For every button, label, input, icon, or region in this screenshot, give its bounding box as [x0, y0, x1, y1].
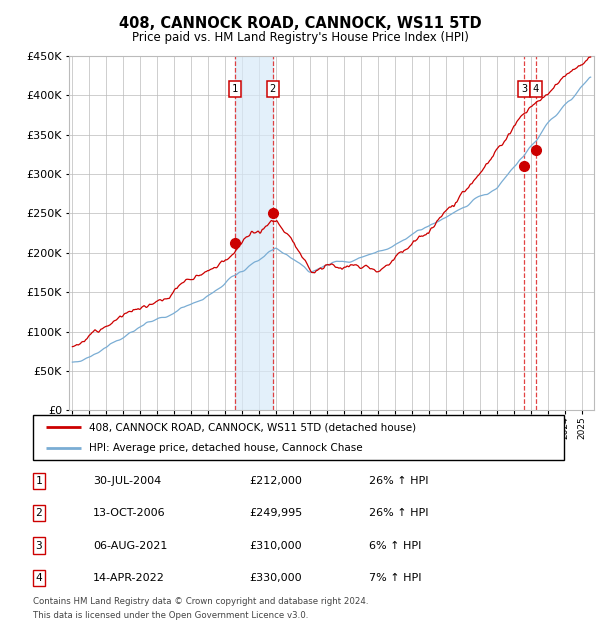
Text: £330,000: £330,000 [249, 573, 302, 583]
Text: 06-AUG-2021: 06-AUG-2021 [93, 541, 167, 551]
Text: 26% ↑ HPI: 26% ↑ HPI [369, 476, 428, 486]
Text: HPI: Average price, detached house, Cannock Chase: HPI: Average price, detached house, Cann… [89, 443, 362, 453]
Text: £212,000: £212,000 [249, 476, 302, 486]
Text: 2: 2 [35, 508, 43, 518]
Text: 1: 1 [232, 84, 238, 94]
Bar [235, 56, 272, 410]
Text: £249,995: £249,995 [249, 508, 302, 518]
Text: 3: 3 [521, 84, 527, 94]
Text: £310,000: £310,000 [249, 541, 302, 551]
FancyBboxPatch shape [33, 415, 564, 460]
Text: 2: 2 [269, 84, 275, 94]
Text: 30-JUL-2004: 30-JUL-2004 [93, 476, 161, 486]
Text: Contains HM Land Registry data © Crown copyright and database right 2024.: Contains HM Land Registry data © Crown c… [33, 597, 368, 606]
Text: 6% ↑ HPI: 6% ↑ HPI [369, 541, 421, 551]
Text: Price paid vs. HM Land Registry's House Price Index (HPI): Price paid vs. HM Land Registry's House … [131, 31, 469, 44]
Text: 408, CANNOCK ROAD, CANNOCK, WS11 5TD: 408, CANNOCK ROAD, CANNOCK, WS11 5TD [119, 16, 481, 30]
Text: 4: 4 [35, 573, 43, 583]
Text: 3: 3 [35, 541, 43, 551]
Text: 26% ↑ HPI: 26% ↑ HPI [369, 508, 428, 518]
Text: 7% ↑ HPI: 7% ↑ HPI [369, 573, 421, 583]
Text: 14-APR-2022: 14-APR-2022 [93, 573, 165, 583]
Text: 4: 4 [533, 84, 539, 94]
Text: 1: 1 [35, 476, 43, 486]
Text: This data is licensed under the Open Government Licence v3.0.: This data is licensed under the Open Gov… [33, 611, 308, 620]
Text: 13-OCT-2006: 13-OCT-2006 [93, 508, 166, 518]
Text: 408, CANNOCK ROAD, CANNOCK, WS11 5TD (detached house): 408, CANNOCK ROAD, CANNOCK, WS11 5TD (de… [89, 422, 416, 432]
